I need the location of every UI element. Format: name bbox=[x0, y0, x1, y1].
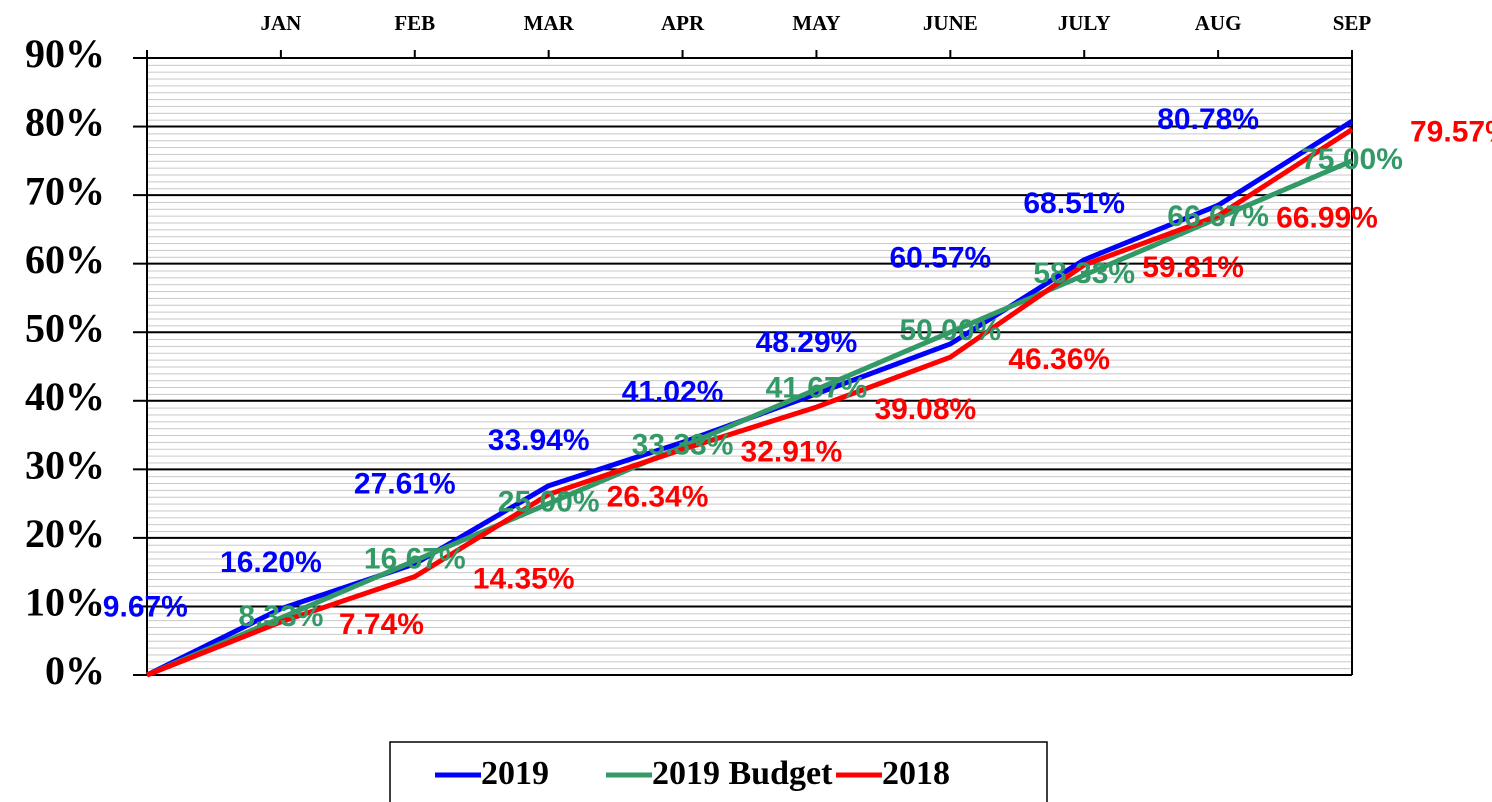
y-tick-label: 70% bbox=[25, 168, 105, 213]
y-tick-label: 60% bbox=[25, 237, 105, 282]
legend bbox=[389, 741, 1048, 802]
y-tick-label: 90% bbox=[25, 31, 105, 76]
x-tick-label: SEP bbox=[1333, 11, 1372, 35]
y-tick-label: 40% bbox=[25, 374, 105, 419]
y-tick-label: 50% bbox=[25, 305, 105, 350]
x-tick-label: FEB bbox=[394, 11, 435, 35]
series-line bbox=[146, 158, 1353, 678]
data-label: 27.61% bbox=[354, 468, 456, 501]
data-label: 68.51% bbox=[1023, 187, 1125, 220]
data-label: 41.67% bbox=[766, 371, 868, 404]
data-label: 50.00% bbox=[899, 314, 1001, 347]
legend-label: 2019 Budget bbox=[652, 755, 833, 792]
x-tick-label: MAR bbox=[524, 11, 575, 35]
y-tick-label: 80% bbox=[25, 100, 105, 145]
data-label: 60.57% bbox=[889, 242, 991, 275]
data-label: 33.33% bbox=[632, 428, 734, 461]
data-label: 46.36% bbox=[1008, 343, 1110, 376]
plot-area bbox=[147, 58, 1352, 675]
data-label: 39.08% bbox=[874, 393, 976, 426]
y-tick-label: 30% bbox=[25, 443, 105, 488]
data-label: 79.57% bbox=[1410, 115, 1492, 148]
x-tick-label: JAN bbox=[260, 11, 301, 35]
x-tick-label: JUNE bbox=[923, 11, 978, 35]
legend-label: 2019 bbox=[481, 755, 549, 792]
data-label: 14.35% bbox=[473, 563, 575, 596]
series-line bbox=[146, 127, 1354, 678]
data-label: 25.00% bbox=[498, 486, 600, 519]
data-label: 58.33% bbox=[1033, 257, 1135, 290]
data-label: 26.34% bbox=[607, 480, 709, 513]
data-label: 32.91% bbox=[741, 435, 843, 468]
data-label: 59.81% bbox=[1142, 251, 1244, 284]
y-tick-label: 0% bbox=[45, 648, 105, 693]
data-label: 80.78% bbox=[1157, 103, 1259, 136]
data-label: 66.99% bbox=[1276, 202, 1378, 235]
y-tick-label: 20% bbox=[25, 511, 105, 556]
legend-label: 2018 bbox=[882, 755, 950, 792]
data-label: 8.33% bbox=[238, 600, 323, 633]
data-label: 7.74% bbox=[339, 608, 424, 641]
data-label: 41.02% bbox=[622, 376, 724, 409]
x-tick-label: APR bbox=[661, 11, 705, 35]
data-label: 9.67% bbox=[103, 591, 188, 624]
data-label: 16.20% bbox=[220, 546, 322, 579]
y-tick-label: 10% bbox=[25, 580, 105, 625]
data-label: 75.00% bbox=[1301, 143, 1403, 176]
data-label: 66.67% bbox=[1167, 200, 1269, 233]
x-tick-label: JULY bbox=[1058, 11, 1111, 35]
data-label: 33.94% bbox=[488, 424, 590, 457]
x-tick-label: MAY bbox=[792, 11, 840, 35]
data-label: 48.29% bbox=[756, 326, 858, 359]
data-label: 16.67% bbox=[364, 543, 466, 576]
x-tick-label: AUG bbox=[1195, 11, 1242, 35]
